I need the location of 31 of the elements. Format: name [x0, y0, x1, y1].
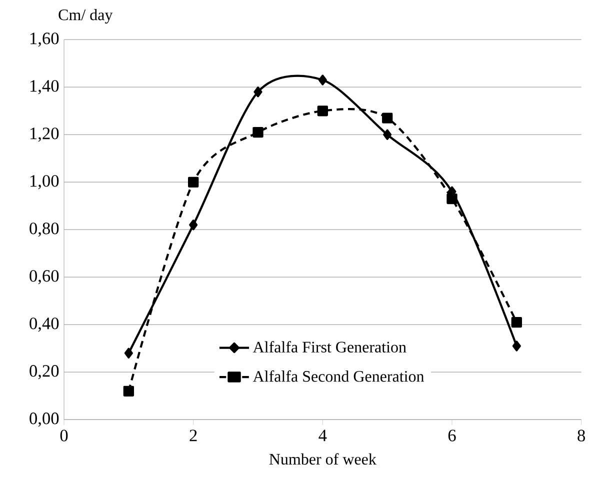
y-tick-label: 0,20	[30, 365, 59, 380]
point	[446, 193, 458, 204]
point	[383, 129, 392, 140]
x-tick-label: 2	[190, 430, 197, 442]
point	[512, 340, 521, 352]
point	[124, 348, 133, 358]
y-tick-label: 1,40	[30, 80, 59, 94]
y-tick-label: 0,40	[30, 318, 59, 332]
point	[318, 74, 327, 86]
x-tick-label: 8	[578, 430, 585, 442]
x-tick-label: 4	[318, 430, 327, 442]
x-axis-title: Number of week	[269, 453, 376, 465]
point	[511, 316, 522, 328]
point	[382, 112, 393, 124]
y-tick-label: 0,60	[30, 270, 59, 284]
y-tick-label: 1,00	[30, 175, 59, 190]
point	[254, 86, 262, 98]
y-axis-title: Cm/ day	[58, 8, 113, 24]
point	[189, 220, 198, 230]
y-tick-label: 0,00	[30, 412, 59, 427]
point	[188, 176, 199, 188]
point	[123, 386, 134, 396]
y-tick-label: 0,80	[30, 222, 59, 237]
y-tick-label: 1,20	[30, 128, 59, 142]
x-tick-label: 0	[60, 430, 68, 442]
point	[252, 126, 264, 138]
x-tick-label: 6	[448, 430, 456, 442]
point	[317, 106, 328, 116]
y-tick-label: 1,60	[30, 32, 59, 47]
legend-label: Alfalfa Second Generation	[252, 370, 424, 382]
legend-label: Alfalfa First Generation	[252, 341, 406, 353]
